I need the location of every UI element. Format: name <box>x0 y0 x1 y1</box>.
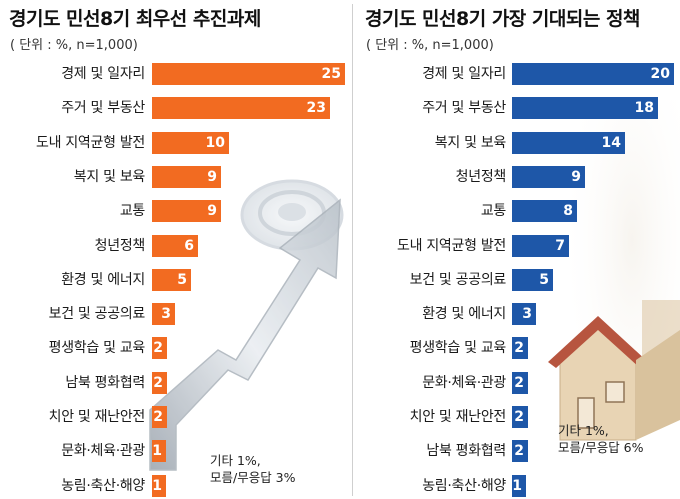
bar <box>152 475 166 497</box>
category-label: 평생학습 및 교육 <box>48 340 146 356</box>
category-label: 경제 및 일자리 <box>61 66 145 82</box>
footnote: 기타 1%, 모름/무응답 6% <box>558 422 644 456</box>
category-label: 교통 <box>480 203 506 219</box>
category-label: 보건 및 공공의료 <box>409 272 507 288</box>
data-label: 6 <box>184 238 194 254</box>
footnote-line-other: 기타 1%, <box>558 423 609 438</box>
data-label: 23 <box>306 100 326 116</box>
category-label: 교통 <box>119 203 145 219</box>
house-icon <box>548 300 680 441</box>
category-label: 평생학습 및 교육 <box>409 340 507 356</box>
chart-panel-priorities: 경기도 민선8기 최우선 추진과제 ( 단위 : %, n=1,000) 경제 … <box>9 8 345 497</box>
footnote-line-unknown: 모름/무응답 6% <box>558 440 644 455</box>
bar <box>152 269 191 291</box>
bar <box>512 406 528 428</box>
category-label: 청년정책 <box>94 238 146 254</box>
chart-title: 경기도 민선8기 최우선 추진과제 <box>9 8 261 30</box>
data-label: 3 <box>161 306 171 322</box>
data-label: 2 <box>514 375 524 391</box>
data-label: 1 <box>512 478 522 494</box>
category-label: 농림·축산·해양 <box>422 478 506 494</box>
bar <box>152 63 345 85</box>
data-label: 10 <box>205 135 225 151</box>
data-label: 18 <box>634 100 654 116</box>
bar <box>152 303 175 325</box>
data-label: 5 <box>539 272 549 288</box>
bar <box>512 475 526 497</box>
bar <box>512 372 528 394</box>
data-label: 2 <box>514 443 524 459</box>
category-label: 복지 및 보육 <box>434 135 507 151</box>
bar <box>512 235 569 257</box>
data-label: 1 <box>152 478 162 494</box>
footnote-line-other: 기타 1%, <box>210 453 261 468</box>
bar <box>512 63 674 85</box>
data-label: 1 <box>152 443 162 459</box>
bar <box>512 200 577 222</box>
bar <box>512 269 553 291</box>
data-label: 7 <box>555 238 565 254</box>
data-label: 2 <box>153 340 163 356</box>
bar <box>512 440 528 462</box>
category-label: 문화·체육·관광 <box>422 375 506 391</box>
footnote: 기타 1%, 모름/무응답 3% <box>210 452 296 486</box>
data-label: 9 <box>207 203 217 219</box>
category-label: 남북 평화협력 <box>65 375 145 391</box>
category-label: 보건 및 공공의료 <box>48 306 146 322</box>
data-label: 20 <box>650 66 670 82</box>
data-label: 8 <box>563 203 573 219</box>
data-label: 2 <box>514 340 524 356</box>
panel-divider <box>352 4 353 496</box>
data-label: 2 <box>153 375 163 391</box>
chart-subtitle: ( 단위 : %, n=1,000) <box>10 38 138 53</box>
category-label: 농림·축산·해양 <box>61 478 145 494</box>
bar <box>512 166 585 188</box>
category-label: 주거 및 부동산 <box>422 100 506 116</box>
category-label: 남북 평화협력 <box>426 443 506 459</box>
bar <box>152 235 198 257</box>
category-label: 환경 및 에너지 <box>61 272 145 288</box>
bar <box>152 440 166 462</box>
data-label: 3 <box>522 306 532 322</box>
rising-arrow-icon <box>149 198 341 471</box>
data-label: 5 <box>177 272 187 288</box>
category-label: 문화·체육·관광 <box>61 443 145 459</box>
data-label: 2 <box>514 409 524 425</box>
chart-subtitle: ( 단위 : %, n=1,000) <box>366 38 494 53</box>
chart-panel-expectations: 경기도 민선8기 가장 기대되는 정책 ( 단위 : %, n=1,000) 경… <box>356 0 680 499</box>
footnote-line-unknown: 모름/무응답 3% <box>210 470 296 485</box>
bar <box>512 132 625 154</box>
bar <box>152 200 221 222</box>
bar <box>152 132 229 154</box>
bar <box>152 337 167 359</box>
data-label: 14 <box>601 135 621 151</box>
bar <box>152 166 221 188</box>
category-label: 도내 지역균형 발전 <box>36 135 145 151</box>
bar <box>152 372 167 394</box>
bar <box>152 97 330 119</box>
category-label: 치안 및 재난안전 <box>409 409 507 425</box>
category-label: 청년정책 <box>455 169 507 185</box>
data-label: 2 <box>153 409 163 425</box>
chart-title: 경기도 민선8기 가장 기대되는 정책 <box>365 8 640 30</box>
bar <box>512 303 536 325</box>
category-label: 복지 및 보육 <box>73 169 146 185</box>
bar <box>512 337 528 359</box>
data-label: 25 <box>321 66 341 82</box>
category-label: 경제 및 일자리 <box>422 66 506 82</box>
category-label: 환경 및 에너지 <box>422 306 506 322</box>
data-label: 9 <box>571 169 581 185</box>
category-label: 도내 지역균형 발전 <box>397 238 506 254</box>
bar <box>512 97 658 119</box>
data-label: 9 <box>207 169 217 185</box>
category-label: 주거 및 부동산 <box>61 100 145 116</box>
category-label: 치안 및 재난안전 <box>48 409 146 425</box>
bar <box>152 406 167 428</box>
